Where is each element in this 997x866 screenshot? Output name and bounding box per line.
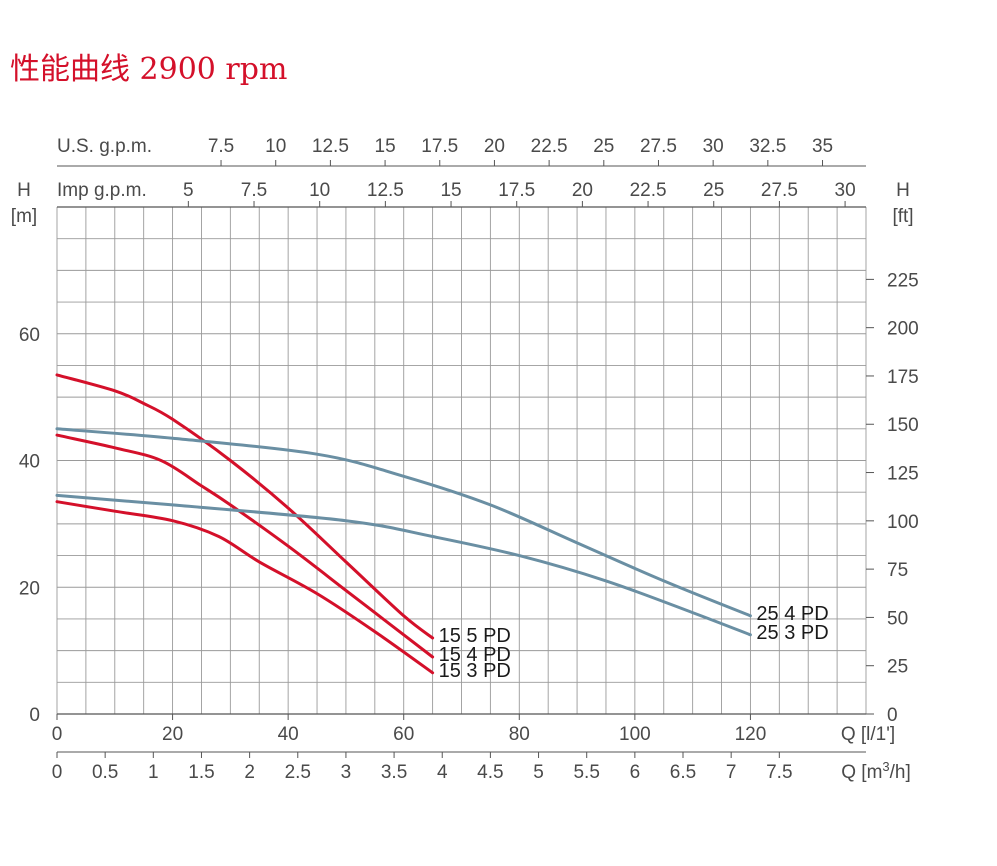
impgpm-tick-label: 12.5 [367,180,404,201]
m-tick-label: 20 [19,578,40,599]
m-tick-label: 40 [19,452,40,473]
ft-tick-label: 150 [887,415,919,436]
chart-axes: 0 20 40 60 80 100 120 Q [l/1']0 0.5 1 1.5 2 2.5 3 3.5 4… [11,136,919,783]
series-line-15-4-pd [55,433,435,659]
impgpm-tick-label: 25 [703,180,724,201]
usgpm-tick-label: 22.5 [531,136,568,157]
ft-tick-label: 75 [887,560,908,581]
impgpm-tick-label: 7.5 [241,180,267,201]
usgpm-tick-label: 35 [812,136,833,157]
ft-tick-label: 175 [887,367,919,388]
impgpm-tick-label: 10 [309,180,330,201]
usgpm-tick-label: 32.5 [749,136,786,157]
m3h-tick-label: 2.5 [285,762,311,783]
chart-series [55,373,752,675]
impgpm-tick-label: 17.5 [498,180,535,201]
m3h-tick-label: 7 [726,762,737,783]
ft-tick-label: 125 [887,464,919,485]
lpm-tick-label: 60 [393,724,414,745]
m-tick-label: 0 [29,705,40,726]
lpm-tick-label: 40 [278,724,299,745]
series-label-15-4-pd: 15 4 PD [439,644,511,666]
series-line-25-3-pd [55,493,752,637]
m3h-tick-label: 2 [244,762,255,783]
ft-tick-label: 200 [887,319,919,340]
m-axis-title: H [17,180,31,201]
m3h-tick-label: 7.5 [766,762,792,783]
m3h-tick-label: 1.5 [188,762,214,783]
usgpm-tick-label: 25 [593,136,614,157]
impgpm-tick-label: 15 [440,180,461,201]
series-label-25-3-pd: 25 3 PD [756,622,828,644]
series-line-15-3-pd [55,500,435,675]
usgpm-tick-label: 10 [265,136,286,157]
impgpm-axis-title: Imp g.p.m. [57,180,147,201]
usgpm-axis-title: U.S. g.p.m. [57,136,152,157]
series-label-15-5-pd: 15 5 PD [439,625,511,647]
ft-axis-unit: [ft] [892,206,913,227]
impgpm-tick-label: 20 [572,180,593,201]
m3h-tick-label: 3 [341,762,352,783]
m3h-tick-label: 5.5 [573,762,599,783]
m-tick-label: 60 [19,325,40,346]
series-line-15-5-pd [55,373,435,640]
impgpm-tick-label: 22.5 [630,180,667,201]
series-line-25-4-pd [55,427,752,618]
impgpm-tick-label: 30 [835,180,856,201]
ft-tick-label: 25 [887,657,908,678]
m-axis-unit: [m] [11,206,37,227]
ft-tick-label: 50 [887,608,908,629]
lpm-axis-title: Q [l/1'] [841,724,895,745]
m3h-tick-label: 4 [437,762,448,783]
page-title: 性能曲线 2900 rpm [10,52,288,87]
usgpm-tick-label: 15 [375,136,396,157]
ft-tick-label: 225 [887,270,919,291]
m3h-axis-title: Q [m3/h] [841,759,911,783]
impgpm-tick-label: 5 [183,180,194,201]
chart-grid [56,206,867,715]
m3h-tick-label: 6.5 [670,762,696,783]
series-label-25-4-pd: 25 4 PD [756,603,828,625]
usgpm-tick-label: 30 [703,136,724,157]
m3h-tick-label: 0 [52,762,63,783]
m3h-tick-label: 4.5 [477,762,503,783]
lpm-tick-label: 100 [619,724,651,745]
ft-axis-title: H [896,180,910,201]
series-label-15-3-pd: 15 3 PD [439,660,511,682]
usgpm-tick-label: 27.5 [640,136,677,157]
m3h-tick-label: 1 [148,762,159,783]
lpm-tick-label: 0 [52,724,63,745]
usgpm-tick-label: 20 [484,136,505,157]
usgpm-tick-label: 17.5 [421,136,458,157]
impgpm-tick-label: 27.5 [761,180,798,201]
lpm-tick-label: 20 [162,724,183,745]
lpm-tick-label: 80 [509,724,530,745]
lpm-tick-label: 120 [735,724,767,745]
usgpm-tick-label: 7.5 [208,136,234,157]
usgpm-tick-label: 12.5 [312,136,349,157]
ft-tick-label: 0 [887,705,898,726]
m3h-tick-label: 0.5 [92,762,118,783]
m3h-tick-label: 6 [630,762,641,783]
ft-tick-label: 100 [887,512,919,533]
m3h-tick-label: 3.5 [381,762,407,783]
m3h-tick-label: 5 [533,762,544,783]
